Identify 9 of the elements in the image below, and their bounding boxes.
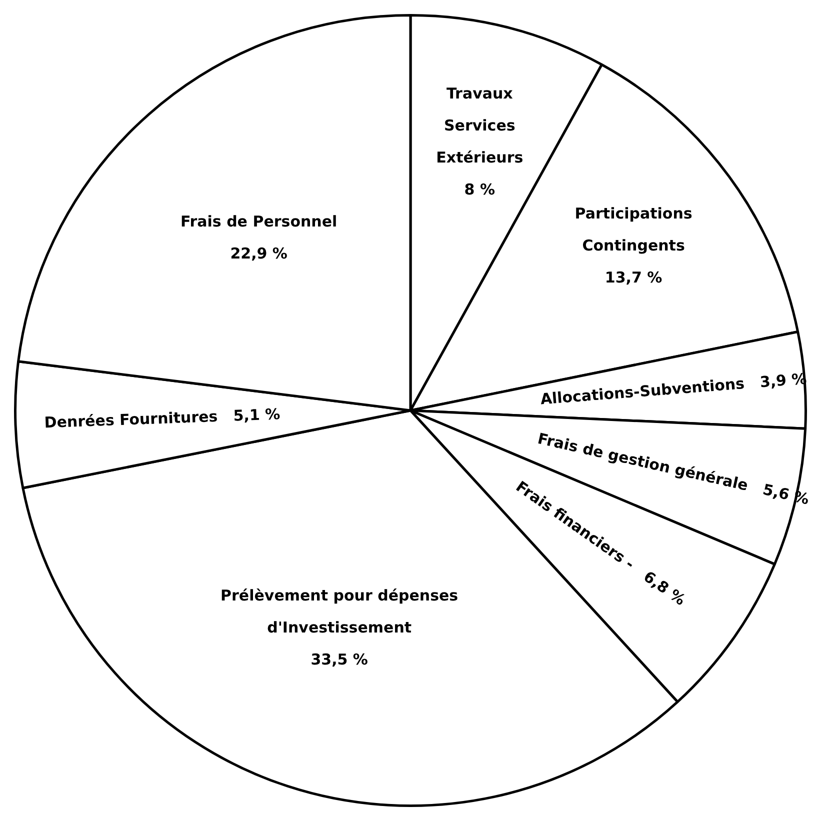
- slice-label: Denrées Fournitures 5,1 %: [44, 405, 280, 432]
- data-label: 22,9 %: [230, 244, 288, 263]
- slice-label: Prélèvement pour dépenses d'Investissement: [220, 586, 458, 636]
- slice-label: Frais de Personnel: [180, 212, 338, 231]
- slice-label: Travaux Services Extérieurs: [436, 84, 524, 166]
- data-label: 13,7 %: [604, 268, 662, 287]
- data-label: 8 %: [464, 180, 495, 198]
- data-label: 33,5 %: [310, 650, 368, 668]
- slice-label: Participations Contingents: [574, 204, 692, 255]
